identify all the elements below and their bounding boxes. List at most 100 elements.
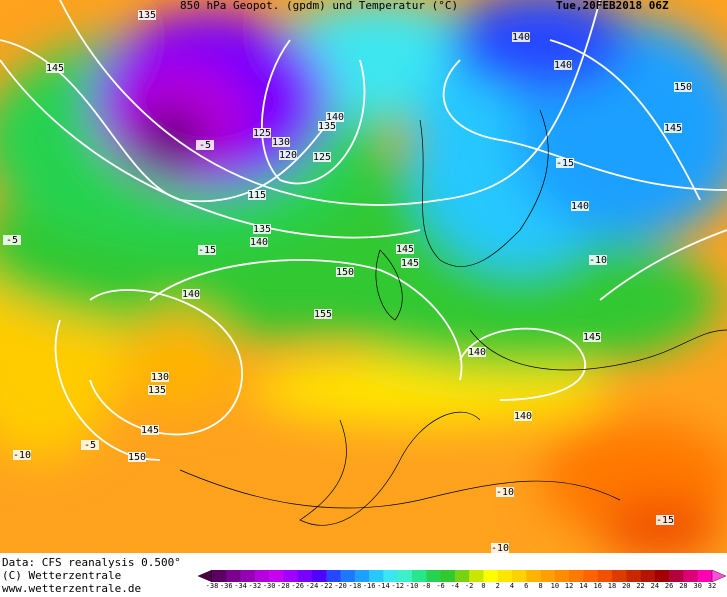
contour-label-bg — [318, 121, 336, 131]
contour-label-bg — [674, 82, 692, 92]
contour-label-bg — [401, 258, 419, 268]
coastlines — [179, 109, 727, 526]
colorbar-bin — [440, 570, 456, 582]
colorbar-bin — [626, 570, 641, 582]
colorbar-bin — [526, 570, 541, 582]
contour-label: 145 — [46, 63, 64, 74]
contour-label: 130 — [151, 372, 169, 383]
colorbar-bin — [540, 570, 556, 582]
colorbar-bin — [640, 570, 656, 582]
contour-label: -5 — [199, 140, 211, 151]
colorbar-bin — [226, 570, 241, 582]
contour-label-bg — [468, 347, 486, 357]
colorbar-tick-label: 10 — [551, 582, 559, 590]
colorbar-tick-label: 16 — [593, 582, 601, 590]
contour-label-bg — [571, 201, 589, 211]
map-date: Tue,20FEB2018 06Z — [556, 0, 669, 12]
contour-label: 125 — [313, 152, 331, 163]
colorbar-tick-label: 32 — [708, 582, 716, 590]
colorbar-tick-label: 12 — [565, 582, 573, 590]
contour-label: 140 — [326, 112, 344, 123]
contour-label-bg — [253, 128, 271, 138]
contour-label-bg — [272, 137, 290, 147]
colorbar-tick-label: 0 — [481, 582, 485, 590]
colorbar-tick-label: -4 — [451, 582, 459, 590]
colorbar-tick-label: -38 — [206, 582, 219, 590]
contour-label: 140 — [554, 60, 572, 71]
colorbar-bin — [369, 570, 384, 582]
contour-label-bg — [491, 543, 509, 553]
colorbar-tick-label: 28 — [679, 582, 687, 590]
colorbar-tick-label: -16 — [363, 582, 376, 590]
contour-label-bg — [46, 63, 64, 73]
colorbar-bin — [426, 570, 441, 582]
contour-label-bg — [496, 487, 514, 497]
contour-label: 125 — [253, 128, 271, 139]
colorbar-bin — [340, 570, 356, 582]
colorbar-tick-label: -2 — [465, 582, 473, 590]
contour-label-bg — [664, 123, 682, 133]
colorbar-tick-label: 6 — [524, 582, 528, 590]
colorbar-bin — [697, 570, 713, 582]
colorbar-bin — [597, 570, 613, 582]
contour-label-bg — [182, 289, 200, 299]
contour-label: -15 — [556, 158, 574, 169]
contour-label-bg — [314, 309, 332, 319]
contour-label: -10 — [589, 255, 607, 266]
colorbar-tick-label: 24 — [651, 582, 659, 590]
contour-label-bg — [556, 158, 574, 168]
contour-label-bg — [148, 385, 166, 395]
contour-label-bg — [583, 332, 601, 342]
contour-label-bg — [250, 237, 268, 247]
contour-label: 150 — [674, 82, 692, 93]
contour-label-bg — [3, 235, 21, 245]
colorbar-bin — [683, 570, 699, 582]
contour-label: 130 — [272, 137, 290, 148]
colorbar-bin — [297, 570, 313, 582]
contour-label-bg — [512, 32, 530, 42]
colorbar-tick-label: 14 — [579, 582, 587, 590]
contour-label: 140 — [468, 347, 486, 358]
colorbar-tick-label: -22 — [320, 582, 333, 590]
colorbar-tick-label: -32 — [249, 582, 262, 590]
colorbar-bin — [569, 570, 584, 582]
colorbar-bin — [612, 570, 627, 582]
colorbar-tick-label: 4 — [510, 582, 514, 590]
colorbar-bin — [454, 570, 470, 582]
contour-label: 140 — [571, 201, 589, 212]
contour-label-bg — [13, 450, 31, 460]
colorbar-end — [711, 569, 727, 583]
colorbar-bin — [397, 570, 413, 582]
contour-label-bg — [554, 60, 572, 70]
contour-label: 135 — [138, 10, 156, 21]
colorbar-bin — [654, 570, 670, 582]
colorbar-bin — [469, 570, 484, 582]
footer: Data: CFS reanalysis 0.500°(C) Wetterzen… — [2, 556, 181, 595]
contour-label-bg — [313, 152, 331, 162]
contour-label: -15 — [198, 245, 216, 256]
contour-label-bg — [589, 255, 607, 265]
contour-label: -15 — [656, 515, 674, 526]
colorbar-tick-label: -28 — [277, 582, 290, 590]
footer-line: Data: CFS reanalysis 0.500° — [2, 556, 181, 569]
contour-label: 145 — [664, 123, 682, 134]
contour-label-bg — [279, 150, 297, 160]
colorbar-end — [197, 569, 213, 583]
colorbar-tick-label: -14 — [377, 582, 390, 590]
contour-label: -5 — [84, 440, 96, 451]
contour-label: 145 — [396, 244, 414, 255]
colorbar-tick-label: -8 — [422, 582, 430, 590]
colorbar-bin — [326, 570, 341, 582]
contour-label-bg — [128, 452, 146, 462]
colorbar-bin — [554, 570, 570, 582]
colorbar-tick-label: -24 — [306, 582, 319, 590]
contour-label: 155 — [314, 309, 332, 320]
contour-label-bg — [336, 267, 354, 277]
contour-label: 140 — [512, 32, 530, 43]
contour-label: 120 — [279, 150, 297, 161]
colorbar-bin — [412, 570, 427, 582]
colorbar-tick-label: -10 — [406, 582, 419, 590]
colorbar-tick-label: 20 — [622, 582, 630, 590]
map-title: 850 hPa Geopot. (gpdm) und Temperatur (°… — [180, 0, 458, 12]
